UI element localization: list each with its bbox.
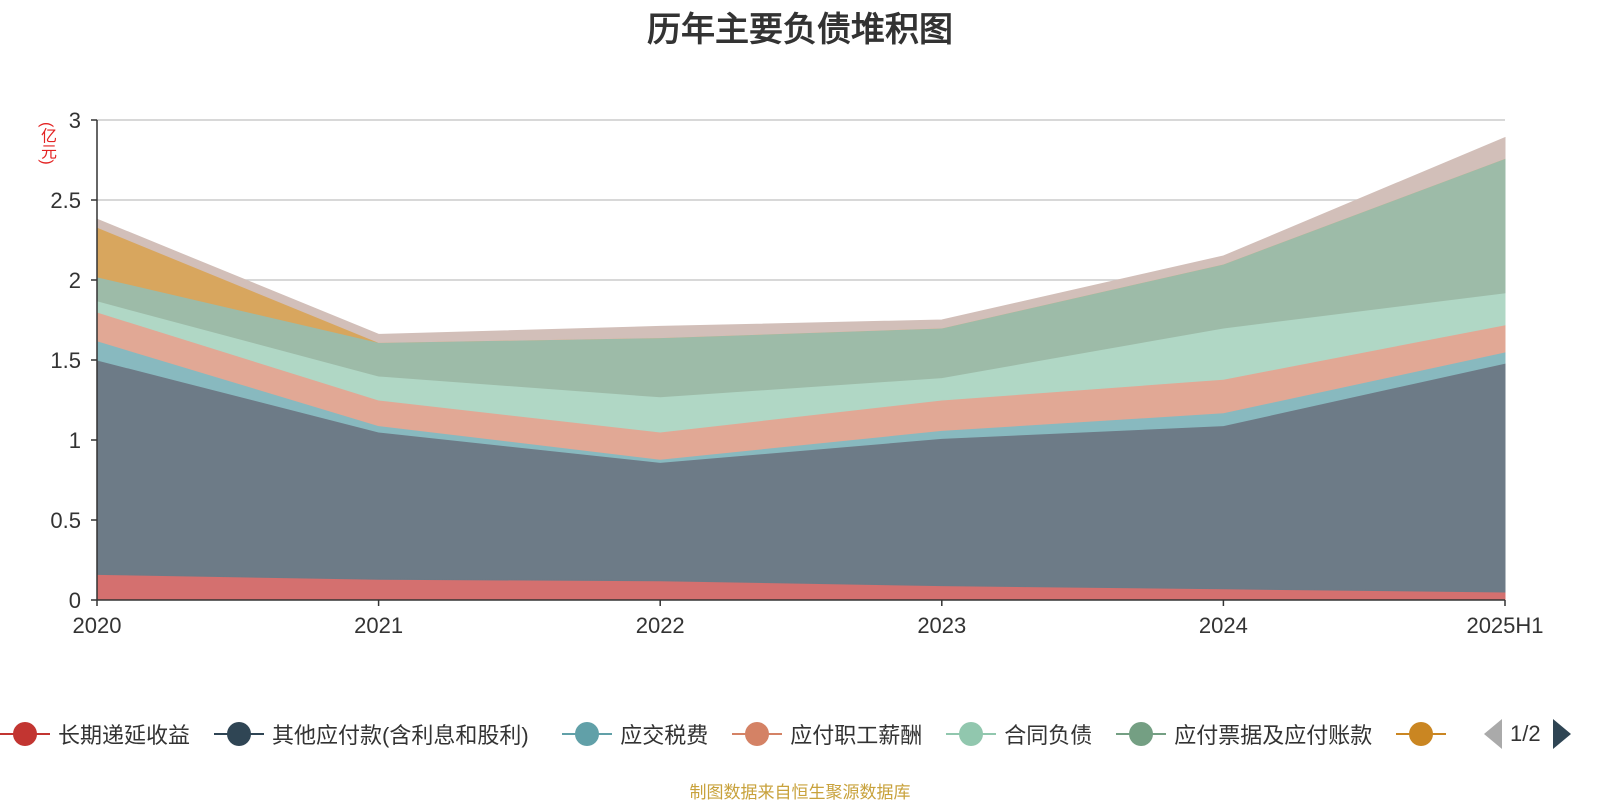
legend-marker-icon (214, 716, 264, 752)
legend-label: 应付职工薪酬 (790, 723, 923, 748)
y-tick-label: 0.5 (50, 508, 81, 533)
legend-marker-icon (946, 716, 997, 752)
legend-marker-icon (1116, 716, 1167, 752)
y-tick-label: 1 (69, 428, 81, 453)
legend-prev-page-icon[interactable] (1484, 719, 1502, 749)
legend-item[interactable]: 其他应付款(含利息和股利) (214, 716, 529, 752)
x-tick-label: 2022 (636, 613, 685, 638)
legend-item[interactable]: 长期递延收益 (0, 716, 190, 752)
legend-item[interactable] (1396, 716, 1454, 752)
y-tick-label: 1.5 (50, 348, 81, 373)
legend-label: 应付票据及应付账款 (1174, 723, 1373, 748)
legend-label: 其他应付款(含利息和股利) (272, 723, 529, 748)
legend-marker-icon (0, 716, 50, 752)
x-tick-label: 2024 (1199, 613, 1248, 638)
x-tick-label: 2021 (354, 613, 403, 638)
legend-marker-icon (562, 716, 613, 752)
x-tick-label: 2020 (73, 613, 122, 638)
legend-item[interactable]: 应付票据及应付账款 (1116, 716, 1372, 752)
legend-marker-icon (1396, 716, 1447, 752)
x-tick-label: 2025H1 (1466, 613, 1543, 638)
y-tick-label: 2 (69, 268, 81, 293)
area-series-7 (96, 136, 1506, 343)
stacked-area-chart: 0 0.5 1 1.5 2 2.5 3 2020 2021 2022 2023 2024 2025H1 (50, 108, 1543, 638)
legend-item[interactable]: 合同负债 (946, 716, 1092, 752)
legend-page-indicator: 1/2 (1510, 721, 1541, 746)
legend-item[interactable]: 应交税费 (562, 716, 708, 752)
legend-label: 长期递延收益 (58, 723, 191, 748)
y-tick-label: 3 (69, 108, 81, 133)
legend-label: 应交税费 (620, 723, 709, 748)
legend-pager: 1/2 (1484, 716, 1571, 752)
legend-next-page-icon[interactable] (1552, 719, 1571, 749)
y-tick-label: 2.5 (50, 188, 81, 213)
y-tick-label: 0 (69, 588, 81, 613)
x-tick-label: 2023 (917, 613, 966, 638)
legend-marker-icon (732, 716, 783, 752)
legend-label: 合同负债 (1004, 723, 1093, 748)
y-axis-unit: (亿元) (38, 122, 55, 165)
chart-legend: 长期递延收益 其他应付款(含利息和股利) 应交税费 应付职工薪酬 合同负债 应付票据及应付… (0, 716, 1475, 752)
data-source-note: 制图数据来自恒生聚源数据库 (689, 783, 911, 802)
legend-item[interactable]: 应付职工薪酬 (732, 716, 922, 752)
chart-title: 历年主要负债堆积图 (647, 11, 953, 49)
